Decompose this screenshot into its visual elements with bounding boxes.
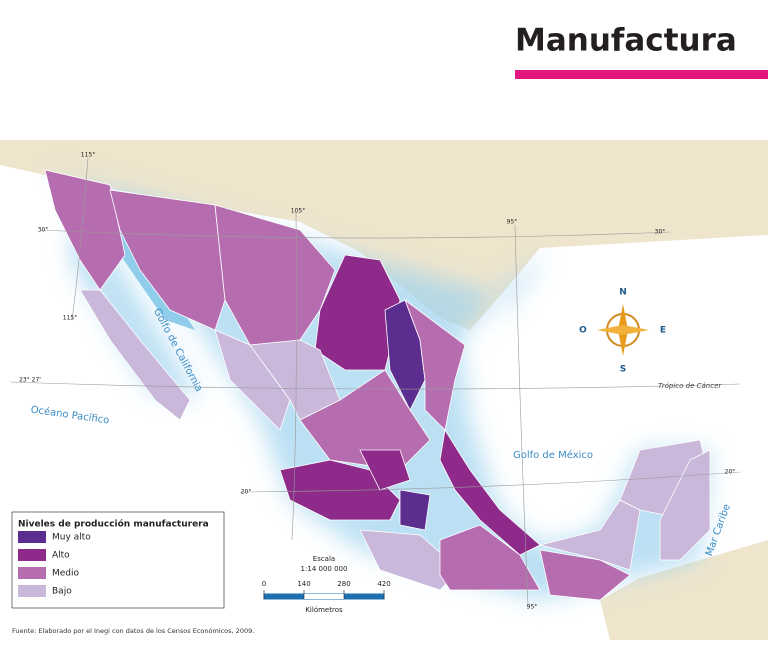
state <box>539 549 631 601</box>
legend-swatch <box>18 585 46 597</box>
grid-label: 95° <box>507 219 518 226</box>
legend-title: Niveles de producción manufacturera <box>18 519 209 530</box>
legend-swatch <box>18 567 46 579</box>
tropic-label: Trópico de Cáncer <box>658 382 722 390</box>
grid-label: 20° <box>725 469 736 476</box>
state <box>399 489 431 531</box>
state <box>79 289 191 421</box>
page-title: Manufactura <box>515 23 737 59</box>
compass: N S E O <box>579 288 666 375</box>
scale-ratio: 1:14 000 000 <box>301 565 348 573</box>
grid-label: 115° <box>81 152 95 159</box>
state <box>299 369 431 471</box>
scale-unit: Kilómetros <box>305 606 343 614</box>
state <box>214 329 291 431</box>
grid-label: 115° <box>63 315 77 322</box>
grid-label: 23° 27' <box>19 377 41 384</box>
scale-segment <box>264 594 304 599</box>
water-label: Océano Pacífico <box>30 404 110 427</box>
grid-label: 30° <box>655 229 666 236</box>
state <box>439 524 541 591</box>
state <box>359 449 411 491</box>
legend-box <box>11 511 225 609</box>
legend-swatch <box>18 549 46 561</box>
land-south <box>600 540 768 640</box>
scale-tick-label: 280 <box>337 580 350 588</box>
compass-label: S <box>620 365 626 375</box>
compass-label: N <box>619 288 627 298</box>
map: N S E O Trópico de Cáncer <box>0 140 768 640</box>
land-north <box>0 140 768 330</box>
scale-title: Escala <box>313 555 335 563</box>
scale-tick-label: 0 <box>262 580 266 588</box>
scale-bar: Escala 1:14 000 000 Kilómetros 0 140 280 42… <box>262 555 391 614</box>
legend-label: Medio <box>52 569 80 579</box>
scale-tick-label: 140 <box>297 580 310 588</box>
grid-label: 95° <box>527 604 538 611</box>
scale-tick-label: 420 <box>377 580 390 588</box>
water-label: Golfo de México <box>513 449 593 461</box>
grid-label: 30° <box>38 227 49 234</box>
legend-label: Bajo <box>52 587 72 597</box>
scale-segment <box>344 594 384 599</box>
grid-label: 20° <box>241 489 252 496</box>
title-bar <box>515 70 768 79</box>
state <box>279 459 401 521</box>
compass-label: E <box>660 326 666 336</box>
legend-label: Alto <box>52 551 70 561</box>
graticule <box>9 157 741 606</box>
legend-swatch <box>18 531 46 543</box>
legend: Niveles de producción manufacturera Muy … <box>11 511 225 609</box>
scale-segment <box>304 594 344 599</box>
legend-label: Muy alto <box>52 533 91 543</box>
source: Fuente: Elaborado por el Inegi con datos… <box>12 627 254 635</box>
compass-label: O <box>579 326 587 336</box>
grid-label: 105° <box>291 208 305 215</box>
state <box>214 204 336 346</box>
state <box>659 449 711 561</box>
